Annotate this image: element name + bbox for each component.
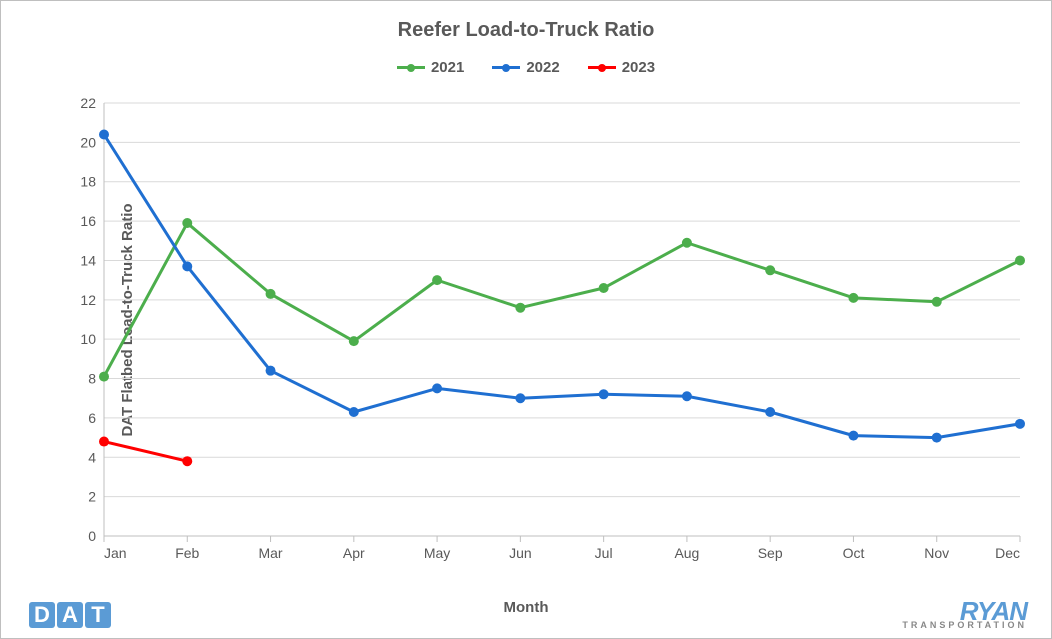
series-marker-2021 xyxy=(1015,255,1025,265)
y-tick-label: 0 xyxy=(88,528,96,544)
legend-item-2023: 2023 xyxy=(588,59,655,76)
chart-svg: 0 2 4 6 8 10 12 14 16 18 20 22 Jan Feb Mar Apr May Jun Jul… xyxy=(76,97,1026,562)
x-axis-label: Month xyxy=(1,599,1051,616)
series-marker-2023 xyxy=(99,437,109,447)
x-tick-label: Aug xyxy=(674,545,699,561)
series-marker-2021 xyxy=(515,303,525,313)
series-marker-2021 xyxy=(765,265,775,275)
y-tick-label: 16 xyxy=(80,213,96,229)
legend-label: 2021 xyxy=(431,59,464,76)
dat-logo: DAT xyxy=(29,602,111,628)
legend-label: 2022 xyxy=(526,59,559,76)
series-marker-2022 xyxy=(682,391,692,401)
series-marker-2022 xyxy=(765,407,775,417)
legend: 2021 2022 2023 xyxy=(1,59,1051,76)
series-marker-2022 xyxy=(515,393,525,403)
x-tick-label: Nov xyxy=(924,545,949,561)
series-marker-2022 xyxy=(848,431,858,441)
x-tick-label: Jul xyxy=(595,545,613,561)
x-tick-label: Apr xyxy=(343,545,365,561)
legend-label: 2023 xyxy=(622,59,655,76)
ryan-logo-line2: TRANSPORTATION xyxy=(902,622,1027,630)
y-tick-label: 4 xyxy=(88,449,96,465)
series-marker-2022 xyxy=(1015,419,1025,429)
y-tick-label: 12 xyxy=(80,292,96,308)
legend-item-2021: 2021 xyxy=(397,59,464,76)
legend-swatch-icon xyxy=(588,61,616,75)
series-marker-2021 xyxy=(432,275,442,285)
dat-logo-letter: T xyxy=(85,602,111,628)
y-tick-label: 14 xyxy=(80,252,96,268)
y-tick-label: 8 xyxy=(88,371,96,387)
series-marker-2021 xyxy=(932,297,942,307)
y-tick-label: 22 xyxy=(80,95,96,111)
y-tick-label: 18 xyxy=(80,174,96,190)
plot-area: 0 2 4 6 8 10 12 14 16 18 20 22 Jan Feb Mar Apr May Jun Jul… xyxy=(76,97,1026,562)
series-line-2022 xyxy=(104,134,1020,437)
y-tick-label: 20 xyxy=(80,134,96,150)
y-tick-label: 6 xyxy=(88,410,96,426)
series-marker-2022 xyxy=(182,261,192,271)
x-tick-label: Jun xyxy=(509,545,532,561)
x-tick-label: Mar xyxy=(258,545,282,561)
dat-logo-letter: A xyxy=(57,602,83,628)
series-marker-2021 xyxy=(349,336,359,346)
x-tick-label: Sep xyxy=(758,545,783,561)
series-marker-2022 xyxy=(932,433,942,443)
series-marker-2021 xyxy=(99,372,109,382)
ryan-logo: RYAN TRANSPORTATION xyxy=(902,600,1027,630)
y-tick-label: 10 xyxy=(80,331,96,347)
legend-swatch-icon xyxy=(492,61,520,75)
y-tick-label: 2 xyxy=(88,489,96,505)
x-tick-label: Dec xyxy=(995,545,1020,561)
series-marker-2021 xyxy=(599,283,609,293)
x-tick-label: May xyxy=(424,545,450,561)
x-tick-label: Jan xyxy=(104,545,127,561)
x-tick-label: Feb xyxy=(175,545,199,561)
chart-title: Reefer Load-to-Truck Ratio xyxy=(1,19,1051,42)
series-marker-2023 xyxy=(182,456,192,466)
series-marker-2021 xyxy=(848,293,858,303)
series-marker-2022 xyxy=(432,383,442,393)
series-marker-2021 xyxy=(682,238,692,248)
series-marker-2022 xyxy=(349,407,359,417)
series-marker-2022 xyxy=(266,366,276,376)
x-tick-label: Oct xyxy=(843,545,865,561)
series-line-2023 xyxy=(104,442,187,462)
series-marker-2022 xyxy=(99,129,109,139)
ryan-logo-line1: RYAN xyxy=(902,600,1027,622)
dat-logo-letter: D xyxy=(29,602,55,628)
legend-swatch-icon xyxy=(397,61,425,75)
series-marker-2021 xyxy=(182,218,192,228)
series-marker-2021 xyxy=(266,289,276,299)
chart-container: Reefer Load-to-Truck Ratio 202120222023 … xyxy=(0,0,1052,639)
series-marker-2022 xyxy=(599,389,609,399)
legend-item-2022: 2022 xyxy=(492,59,559,76)
